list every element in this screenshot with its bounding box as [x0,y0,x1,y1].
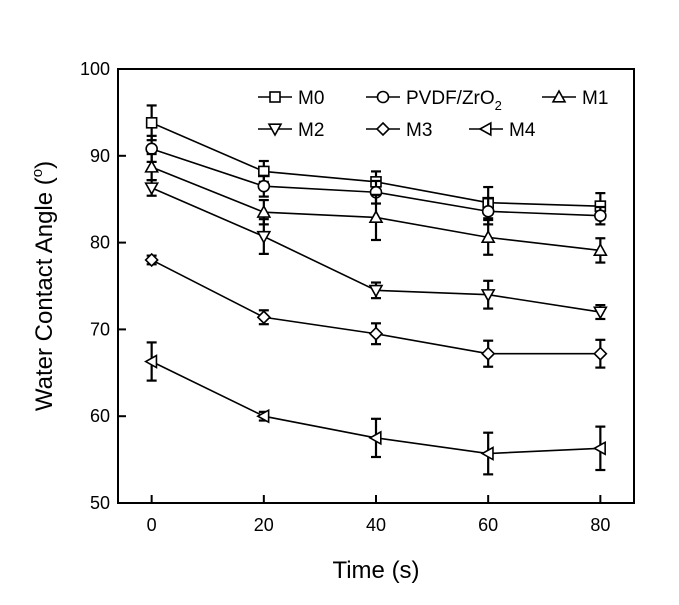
data-point [480,229,496,243]
data-point [368,209,384,224]
data-point [256,204,272,218]
data-point [480,289,496,303]
data-point [144,354,158,369]
data-point [256,230,272,245]
legend-label-text: M0 [298,88,324,109]
legend: M0 PVDF/ZrO2 M1 M2 M3 M4 [258,88,608,141]
legend-label: PVDF/ZrO2 [406,88,502,113]
data-point [481,205,495,218]
data-point [592,306,608,320]
data-point [481,346,496,361]
legend-label-subscript: 2 [495,98,502,113]
series-layer [144,104,608,476]
legend-label: M2 [298,120,324,141]
legend-marker [478,121,492,137]
data-point [592,440,606,456]
x-tick-label: 60 [478,515,498,535]
data-point [144,159,160,173]
x-tick-label: 80 [590,515,610,535]
legend-label-text: M4 [509,120,536,141]
legend-item: PVDF/ZrO2 [366,88,502,113]
x-axis-title: Time (s) [332,557,419,584]
y-tick-label: 80 [90,233,110,253]
data-point [256,408,270,424]
data-point [594,209,607,222]
legend-item: M1 [542,88,608,109]
series-4 [144,179,608,321]
legend-label-text: M2 [298,120,324,141]
series-5 [144,252,608,369]
legend-item: M4 [469,120,536,141]
legend-label-text: M1 [582,88,608,109]
data-point [256,310,271,325]
legend-label-text: PVDF/ZrO [406,88,495,109]
y-tick-label: 70 [90,319,110,339]
legend-label: M1 [582,88,608,109]
legend-marker [551,89,567,103]
legend-label: M3 [406,120,432,141]
legend-item: M3 [366,120,432,141]
y-tick-label: 50 [90,493,110,513]
legend-label: M0 [298,88,324,109]
data-point [480,446,494,461]
y-tick-label: 60 [90,406,110,426]
y-axis-ticks: 50 60 70 80 90 100 [80,59,126,513]
legend-label-text: M3 [406,120,432,141]
series-6 [144,341,606,476]
data-point [368,326,384,341]
data-point [145,142,158,156]
y-tick-label: 90 [90,146,110,166]
y-tick-label: 100 [80,59,110,79]
legend-marker [269,91,281,103]
x-axis-ticks: 0 20 40 60 80 [147,495,610,535]
data-point [368,284,384,298]
legend-item: M0 [258,88,324,109]
x-tick-label: 0 [147,515,157,535]
data-point [593,346,608,361]
y-axis-title: Water Contact Angle (o) [29,161,58,411]
data-point [257,179,271,193]
y-axis-title-unit: o [29,169,46,177]
legend-marker [267,123,283,137]
data-point [368,430,382,446]
data-point [592,242,608,257]
legend-label: M4 [509,120,536,141]
legend-marker [376,90,390,104]
legend-marker [375,121,391,137]
x-tick-label: 20 [254,515,274,535]
data-point [145,117,158,129]
data-point [144,182,160,196]
x-tick-label: 40 [366,515,386,535]
y-axis-title-main: Water Contact Angle ( [31,177,58,411]
legend-item: M2 [258,120,324,141]
data-point [144,252,159,268]
y-axis-title-suffix: ) [31,161,58,169]
